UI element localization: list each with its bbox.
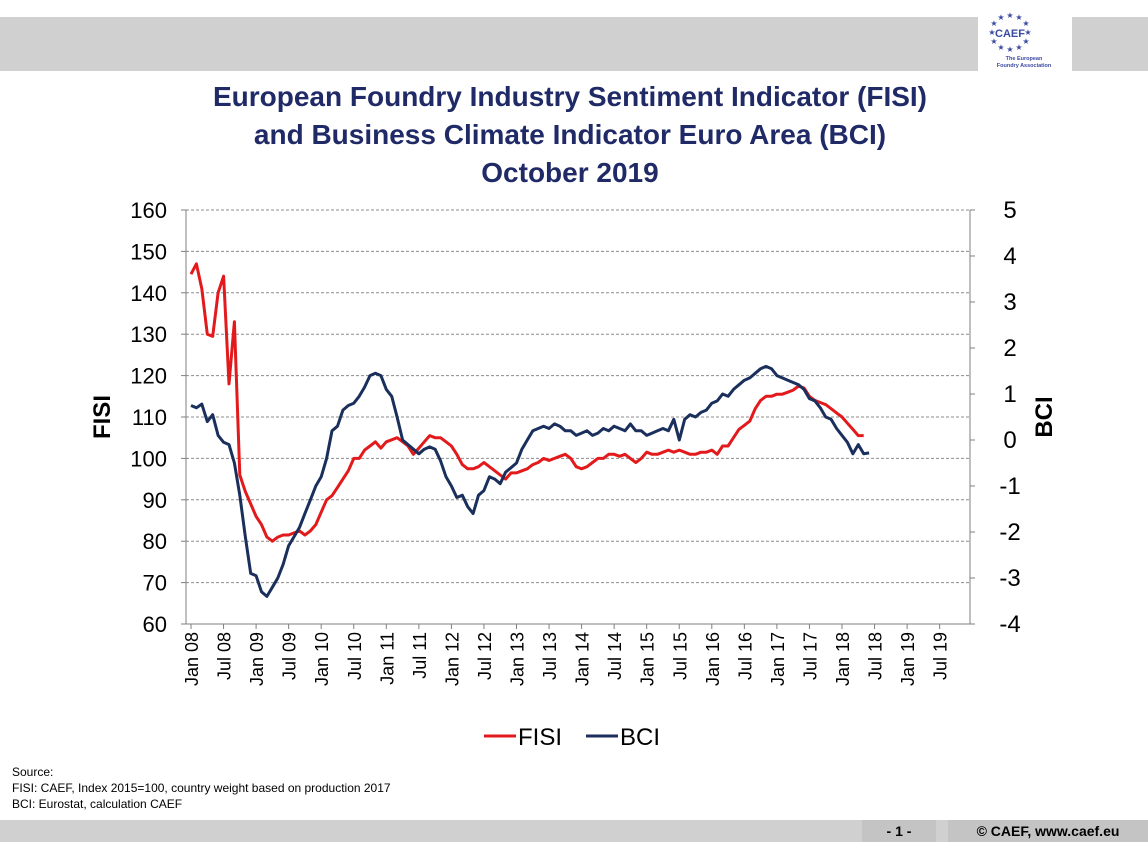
- svg-text:★: ★: [997, 13, 1004, 22]
- x-tick-label: Jul 13: [540, 632, 560, 680]
- series-line-bci: [190, 364, 870, 598]
- page-number: - 1 -: [862, 820, 936, 842]
- right-tick-label: -3: [999, 565, 1020, 592]
- right-tick-label: 2: [1003, 335, 1016, 362]
- caef-logo: ★ ★ ★ ★ ★ ★ ★ ★ ★ ★ ★ ★ CAEF The European Foundr…: [980, 6, 1068, 78]
- x-tick-label: Jul 15: [670, 632, 690, 680]
- x-tick-label: Jan 13: [508, 632, 528, 686]
- star-ring-icon: ★ ★★ ★★★ ★★★ ★★★: [988, 11, 1031, 54]
- x-tick-label: Jan 10: [312, 632, 332, 686]
- svg-text:★: ★: [997, 43, 1004, 52]
- source-bci: BCI: Eurostat, calculation CAEF: [12, 797, 183, 811]
- source-fisi: FISI: CAEF, Index 2015=100, country weig…: [12, 781, 391, 795]
- right-tick-label: -4: [999, 611, 1020, 638]
- logo-sub-line-1: The European: [1005, 56, 1043, 62]
- right-tick-label: -1: [999, 473, 1020, 500]
- svg-text:★: ★: [990, 37, 997, 46]
- x-tick-label: Jan 09: [247, 632, 267, 686]
- left-tick-label: 70: [143, 571, 167, 596]
- x-tick-label: Jul 16: [735, 632, 755, 680]
- left-tick-label: 60: [143, 612, 167, 637]
- left-tick-label: 160: [130, 198, 167, 223]
- right-tick-label: 0: [1003, 427, 1016, 454]
- x-tick-label: Jan 11: [377, 632, 397, 685]
- right-tick-label: 5: [1003, 197, 1016, 224]
- x-tick-label: Jan 08: [182, 632, 202, 686]
- svg-text:★: ★: [988, 28, 995, 37]
- source-label: Source:: [12, 765, 54, 779]
- x-tick-label: Jul 09: [280, 632, 300, 680]
- svg-text:★: ★: [1006, 11, 1013, 20]
- x-tick-label: Jul 12: [475, 632, 495, 680]
- header-band: [0, 17, 978, 71]
- source-note: Source: FISI: CAEF, Index 2015=100, coun…: [12, 764, 391, 812]
- svg-text:★: ★: [990, 19, 997, 28]
- svg-text:★: ★: [1015, 43, 1022, 52]
- header-band-right: [1072, 17, 1148, 71]
- x-tick-label: Jan 15: [638, 632, 658, 686]
- left-tick-label: 90: [143, 488, 167, 513]
- svg-text:★: ★: [1024, 28, 1031, 37]
- svg-text:★: ★: [1022, 19, 1029, 28]
- left-tick-label: 130: [130, 322, 167, 347]
- fisi-bci-line-chart: 60 70 80 90 100 110 120 130 140 150 160 -4 -3 -2 -1 0 1 2…: [89, 197, 1058, 751]
- left-tick-label: 100: [130, 446, 167, 471]
- x-tick-label: Jul 14: [605, 632, 625, 680]
- footer-bar: [0, 820, 1148, 842]
- x-tick-label: Jan 16: [703, 632, 723, 686]
- logo-subtitle: The European Foundry Association: [992, 56, 1056, 70]
- legend-label-bci: BCI: [620, 724, 660, 751]
- x-tick-label: Jan 18: [833, 632, 853, 686]
- series-line-fisi: [189, 262, 864, 543]
- chart-title: European Foundry Industry Sentiment Indi…: [100, 78, 1040, 192]
- x-tick-label: Jul 10: [345, 632, 365, 680]
- copyright: © CAEF, www.caef.eu: [948, 820, 1148, 842]
- right-tick-label: -2: [999, 519, 1020, 546]
- x-tick-label: Jan 17: [768, 632, 788, 686]
- title-line-2: and Business Climate Indicator Euro Area…: [253, 119, 887, 150]
- logo-sub-line-2: Foundry Association: [996, 63, 1052, 69]
- x-tick-label: Jul 17: [800, 632, 820, 680]
- title-line-1: European Foundry Industry Sentiment Indi…: [212, 81, 928, 112]
- left-tick-label: 80: [143, 529, 167, 554]
- left-axis-title: FISI: [89, 395, 116, 439]
- left-tick-label: 120: [130, 364, 167, 389]
- x-tick-label: Jan 12: [442, 632, 462, 686]
- x-tick-label: Jul 11: [410, 632, 430, 679]
- right-axis-title: BCI: [1031, 396, 1058, 437]
- logo-name: CAEF: [995, 28, 1025, 40]
- svg-text:★: ★: [1022, 37, 1029, 46]
- right-tick-label: 3: [1003, 289, 1016, 316]
- x-tick-label: Jan 14: [573, 632, 593, 686]
- x-tick-label: Jan 19: [898, 632, 918, 686]
- title-line-3: October 2019: [481, 157, 659, 188]
- x-tick-label: Jul 19: [931, 632, 951, 680]
- x-tick-label: Jul 08: [215, 632, 235, 680]
- right-tick-label: 1: [1003, 381, 1016, 408]
- left-tick-label: 140: [130, 281, 167, 306]
- svg-text:★: ★: [1006, 45, 1013, 54]
- left-tick-label: 110: [132, 405, 167, 430]
- right-tick-label: 4: [1003, 243, 1016, 270]
- left-tick-label: 150: [130, 239, 167, 264]
- legend-label-fisi: FISI: [518, 724, 562, 751]
- x-tick-label: Jul 18: [866, 632, 886, 680]
- svg-text:★: ★: [1015, 13, 1022, 22]
